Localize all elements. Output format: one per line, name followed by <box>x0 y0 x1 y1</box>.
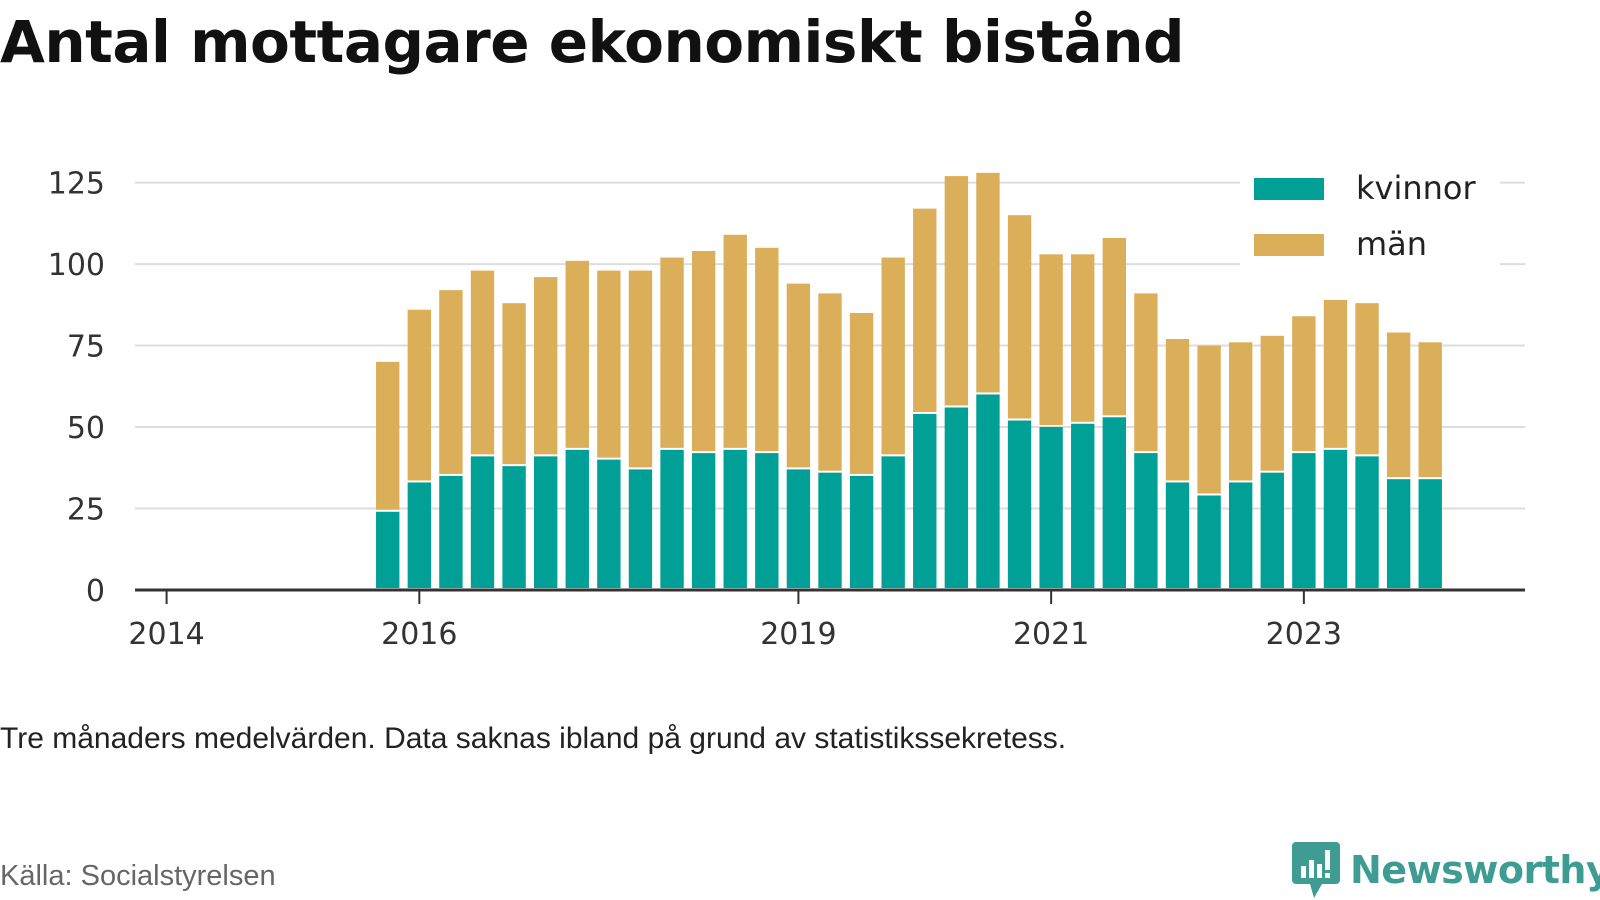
chart-note: Tre månaders medelvärden. Data saknas ib… <box>0 722 1067 755</box>
bar-kvinnor <box>628 469 653 588</box>
bar-män <box>1071 254 1095 422</box>
legend: kvinnor män <box>1240 160 1500 280</box>
legend-swatch <box>1254 178 1324 200</box>
bar-män <box>786 283 811 468</box>
bar-kvinnor <box>1228 482 1253 588</box>
y-axis: 0 25 50 75 100 125 <box>48 167 105 609</box>
bar-män <box>1386 332 1411 478</box>
bar-män <box>755 247 779 452</box>
bar-män <box>881 257 905 455</box>
bar-kvinnor <box>502 466 526 588</box>
bar-män <box>1039 254 1063 426</box>
x-tick-label: 2019 <box>760 617 836 652</box>
bar-kvinnor <box>755 453 779 588</box>
bar-män <box>1355 303 1379 455</box>
stacked-bar-chart: 0 25 50 75 100 125 2014 2016 2019 2021 2023 kvinn… <box>48 160 1525 652</box>
bar-män <box>1102 238 1127 416</box>
bar-kvinnor <box>786 469 811 588</box>
bar-kvinnor <box>913 414 937 588</box>
bar-kvinnor <box>881 456 905 588</box>
bar-kvinnor <box>533 456 558 588</box>
bar-kvinnor <box>565 449 589 588</box>
bar-män <box>1418 342 1442 478</box>
x-axis: 2014 2016 2019 2021 2023 <box>128 588 1525 652</box>
legend-swatch <box>1254 234 1324 256</box>
bar-män <box>976 172 1000 393</box>
brand-logo: Newsworthy <box>1292 840 1600 900</box>
bar-kvinnor <box>976 394 1000 588</box>
bar-kvinnor <box>849 475 874 588</box>
bar-män <box>1228 342 1253 481</box>
bar-män <box>1165 339 1190 481</box>
legend-label: kvinnor <box>1356 169 1477 207</box>
bar-kvinnor <box>1007 420 1032 588</box>
brand-name: Newsworthy <box>1350 848 1600 892</box>
bar-kvinnor <box>660 449 684 588</box>
x-tick-label: 2023 <box>1266 617 1342 652</box>
bar-män <box>376 361 400 510</box>
bar-män <box>407 309 432 481</box>
bar-män <box>565 260 589 448</box>
bar-män <box>1007 215 1032 419</box>
x-tick-label: 2021 <box>1013 617 1089 652</box>
bar-män <box>628 270 653 468</box>
bar-kvinnor <box>944 407 969 588</box>
y-tick-label: 25 <box>67 493 105 528</box>
bar-kvinnor <box>1323 449 1348 588</box>
bar-kvinnor <box>470 456 495 588</box>
bar-kvinnor <box>1260 472 1284 588</box>
bar-män <box>723 234 747 448</box>
bar-kvinnor <box>1039 427 1063 588</box>
bar-män <box>1260 335 1284 471</box>
y-tick-label: 50 <box>67 411 105 446</box>
source-credit: Källa: Socialstyrelsen <box>0 860 276 892</box>
legend-label: män <box>1356 225 1427 263</box>
bar-kvinnor <box>1102 417 1127 588</box>
bar-män <box>533 277 558 455</box>
bar-kvinnor <box>1071 423 1095 588</box>
bar-kvinnor <box>1386 479 1411 588</box>
x-tick-label: 2016 <box>381 617 457 652</box>
y-tick-label: 75 <box>67 330 105 365</box>
y-tick-label: 0 <box>86 574 105 609</box>
bar-män <box>1134 293 1158 452</box>
bar-kvinnor <box>1355 456 1379 588</box>
y-tick-label: 125 <box>48 167 105 202</box>
bars <box>376 172 1442 588</box>
bar-kvinnor <box>818 472 842 588</box>
bar-kvinnor <box>691 453 716 588</box>
bar-kvinnor <box>723 449 747 588</box>
bar-män <box>439 290 463 474</box>
bar-män <box>818 293 842 471</box>
bar-kvinnor <box>1197 495 1221 588</box>
bar-män <box>470 270 495 455</box>
bar-kvinnor <box>1292 453 1316 588</box>
bar-kvinnor <box>1418 479 1442 588</box>
bar-män <box>1323 299 1348 448</box>
bar-män <box>849 312 874 474</box>
bar-kvinnor <box>376 511 400 588</box>
bar-kvinnor <box>597 459 621 588</box>
bar-män <box>944 176 969 406</box>
y-tick-label: 100 <box>48 248 105 283</box>
bar-män <box>913 208 937 412</box>
x-tick-label: 2014 <box>128 617 204 652</box>
bar-kvinnor <box>439 475 463 588</box>
bar-män <box>597 270 621 458</box>
bar-kvinnor <box>1165 482 1190 588</box>
bar-män <box>502 303 526 465</box>
bar-män <box>660 257 684 448</box>
newsworthy-logo-icon <box>1292 842 1340 898</box>
bar-män <box>1292 316 1316 452</box>
chart-title: Antal mottagare ekonomiskt bistånd <box>0 8 1185 76</box>
bar-män <box>1197 345 1221 494</box>
bar-kvinnor <box>407 482 432 588</box>
bar-män <box>691 251 716 452</box>
bar-kvinnor <box>1134 453 1158 588</box>
